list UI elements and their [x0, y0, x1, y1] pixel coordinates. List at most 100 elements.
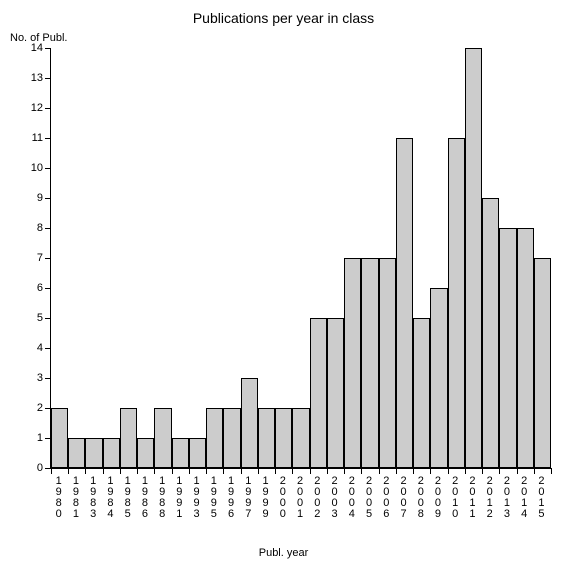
x-tick — [103, 468, 104, 474]
bar — [189, 438, 206, 468]
bar — [223, 408, 240, 468]
x-tick-label: 1 9 9 5 — [211, 476, 217, 520]
x-tick-label: 1 9 9 1 — [176, 476, 182, 520]
bar — [258, 408, 275, 468]
y-tick-label: 10 — [21, 162, 43, 174]
bar — [396, 138, 413, 468]
x-tick-label: 2 0 1 5 — [538, 476, 544, 520]
x-tick-label: 2 0 1 4 — [521, 476, 527, 520]
bar — [172, 438, 189, 468]
bar — [413, 318, 430, 468]
y-tick — [45, 138, 51, 139]
x-tick-label: 2 0 1 2 — [487, 476, 493, 520]
bar — [103, 438, 120, 468]
bar — [51, 408, 68, 468]
y-tick — [45, 288, 51, 289]
y-tick — [45, 78, 51, 79]
x-tick-label: 2 0 0 4 — [349, 476, 355, 520]
y-tick-label: 11 — [21, 132, 43, 144]
x-tick — [292, 468, 293, 474]
x-tick-label: 2 0 1 1 — [469, 476, 475, 520]
x-tick-label: 2 0 1 0 — [452, 476, 458, 520]
bar — [448, 138, 465, 468]
y-tick-label: 9 — [21, 192, 43, 204]
bar — [361, 258, 378, 468]
x-tick-label: 2 0 0 6 — [383, 476, 389, 520]
y-tick-label: 8 — [21, 222, 43, 234]
x-tick — [465, 468, 466, 474]
y-tick-label: 2 — [21, 402, 43, 414]
x-tick-label: 1 9 8 4 — [107, 476, 113, 520]
bar — [430, 288, 447, 468]
y-tick — [45, 108, 51, 109]
x-tick-label: 1 9 8 6 — [142, 476, 148, 520]
x-tick — [327, 468, 328, 474]
plot-area: 012345678910111213141 9 8 01 9 8 11 9 8 … — [50, 48, 551, 469]
y-tick — [45, 378, 51, 379]
y-tick-label: 13 — [21, 72, 43, 84]
bar — [499, 228, 516, 468]
y-tick — [45, 258, 51, 259]
y-tick-label: 7 — [21, 252, 43, 264]
bar — [241, 378, 258, 468]
y-tick-label: 0 — [21, 462, 43, 474]
y-tick-label: 5 — [21, 312, 43, 324]
x-tick-label: 2 0 1 3 — [504, 476, 510, 520]
x-tick — [85, 468, 86, 474]
x-tick — [396, 468, 397, 474]
x-tick — [120, 468, 121, 474]
y-tick — [45, 198, 51, 199]
chart-title: Publications per year in class — [0, 10, 567, 26]
x-tick-label: 1 9 8 3 — [90, 476, 96, 520]
x-tick — [223, 468, 224, 474]
x-tick — [361, 468, 362, 474]
bar — [137, 438, 154, 468]
bar — [85, 438, 102, 468]
x-tick — [172, 468, 173, 474]
bar — [310, 318, 327, 468]
x-tick-label: 2 0 0 0 — [280, 476, 286, 520]
bar — [482, 198, 499, 468]
x-tick-label: 2 0 0 8 — [418, 476, 424, 520]
x-tick — [206, 468, 207, 474]
x-tick — [517, 468, 518, 474]
x-tick-label: 1 9 8 1 — [73, 476, 79, 520]
x-tick — [413, 468, 414, 474]
x-tick — [551, 468, 552, 474]
x-tick-label: 2 0 0 2 — [314, 476, 320, 520]
x-tick — [51, 468, 52, 474]
x-tick-label: 1 9 8 8 — [159, 476, 165, 520]
bar — [327, 318, 344, 468]
x-tick — [137, 468, 138, 474]
x-tick — [154, 468, 155, 474]
y-tick — [45, 48, 51, 49]
x-tick-label: 2 0 0 3 — [331, 476, 337, 520]
y-tick — [45, 348, 51, 349]
x-tick — [241, 468, 242, 474]
y-tick-label: 14 — [21, 42, 43, 54]
x-tick-label: 1 9 9 6 — [228, 476, 234, 520]
y-tick-label: 6 — [21, 282, 43, 294]
bar — [517, 228, 534, 468]
y-tick-label: 4 — [21, 342, 43, 354]
bar — [120, 408, 137, 468]
bar-chart: Publications per year in class No. of Pu… — [0, 0, 567, 567]
y-tick-label: 3 — [21, 372, 43, 384]
x-tick — [430, 468, 431, 474]
bar — [292, 408, 309, 468]
x-tick-label: 2 0 0 1 — [297, 476, 303, 520]
x-tick — [448, 468, 449, 474]
x-axis-label: Publ. year — [0, 547, 567, 559]
bar — [206, 408, 223, 468]
y-tick — [45, 228, 51, 229]
x-tick-label: 1 9 8 0 — [56, 476, 62, 520]
x-tick-label: 2 0 0 7 — [400, 476, 406, 520]
x-tick-label: 1 9 9 7 — [245, 476, 251, 520]
x-tick — [189, 468, 190, 474]
x-tick-label: 2 0 0 5 — [366, 476, 372, 520]
x-tick — [258, 468, 259, 474]
x-tick — [344, 468, 345, 474]
bar — [275, 408, 292, 468]
x-tick — [379, 468, 380, 474]
bar — [379, 258, 396, 468]
